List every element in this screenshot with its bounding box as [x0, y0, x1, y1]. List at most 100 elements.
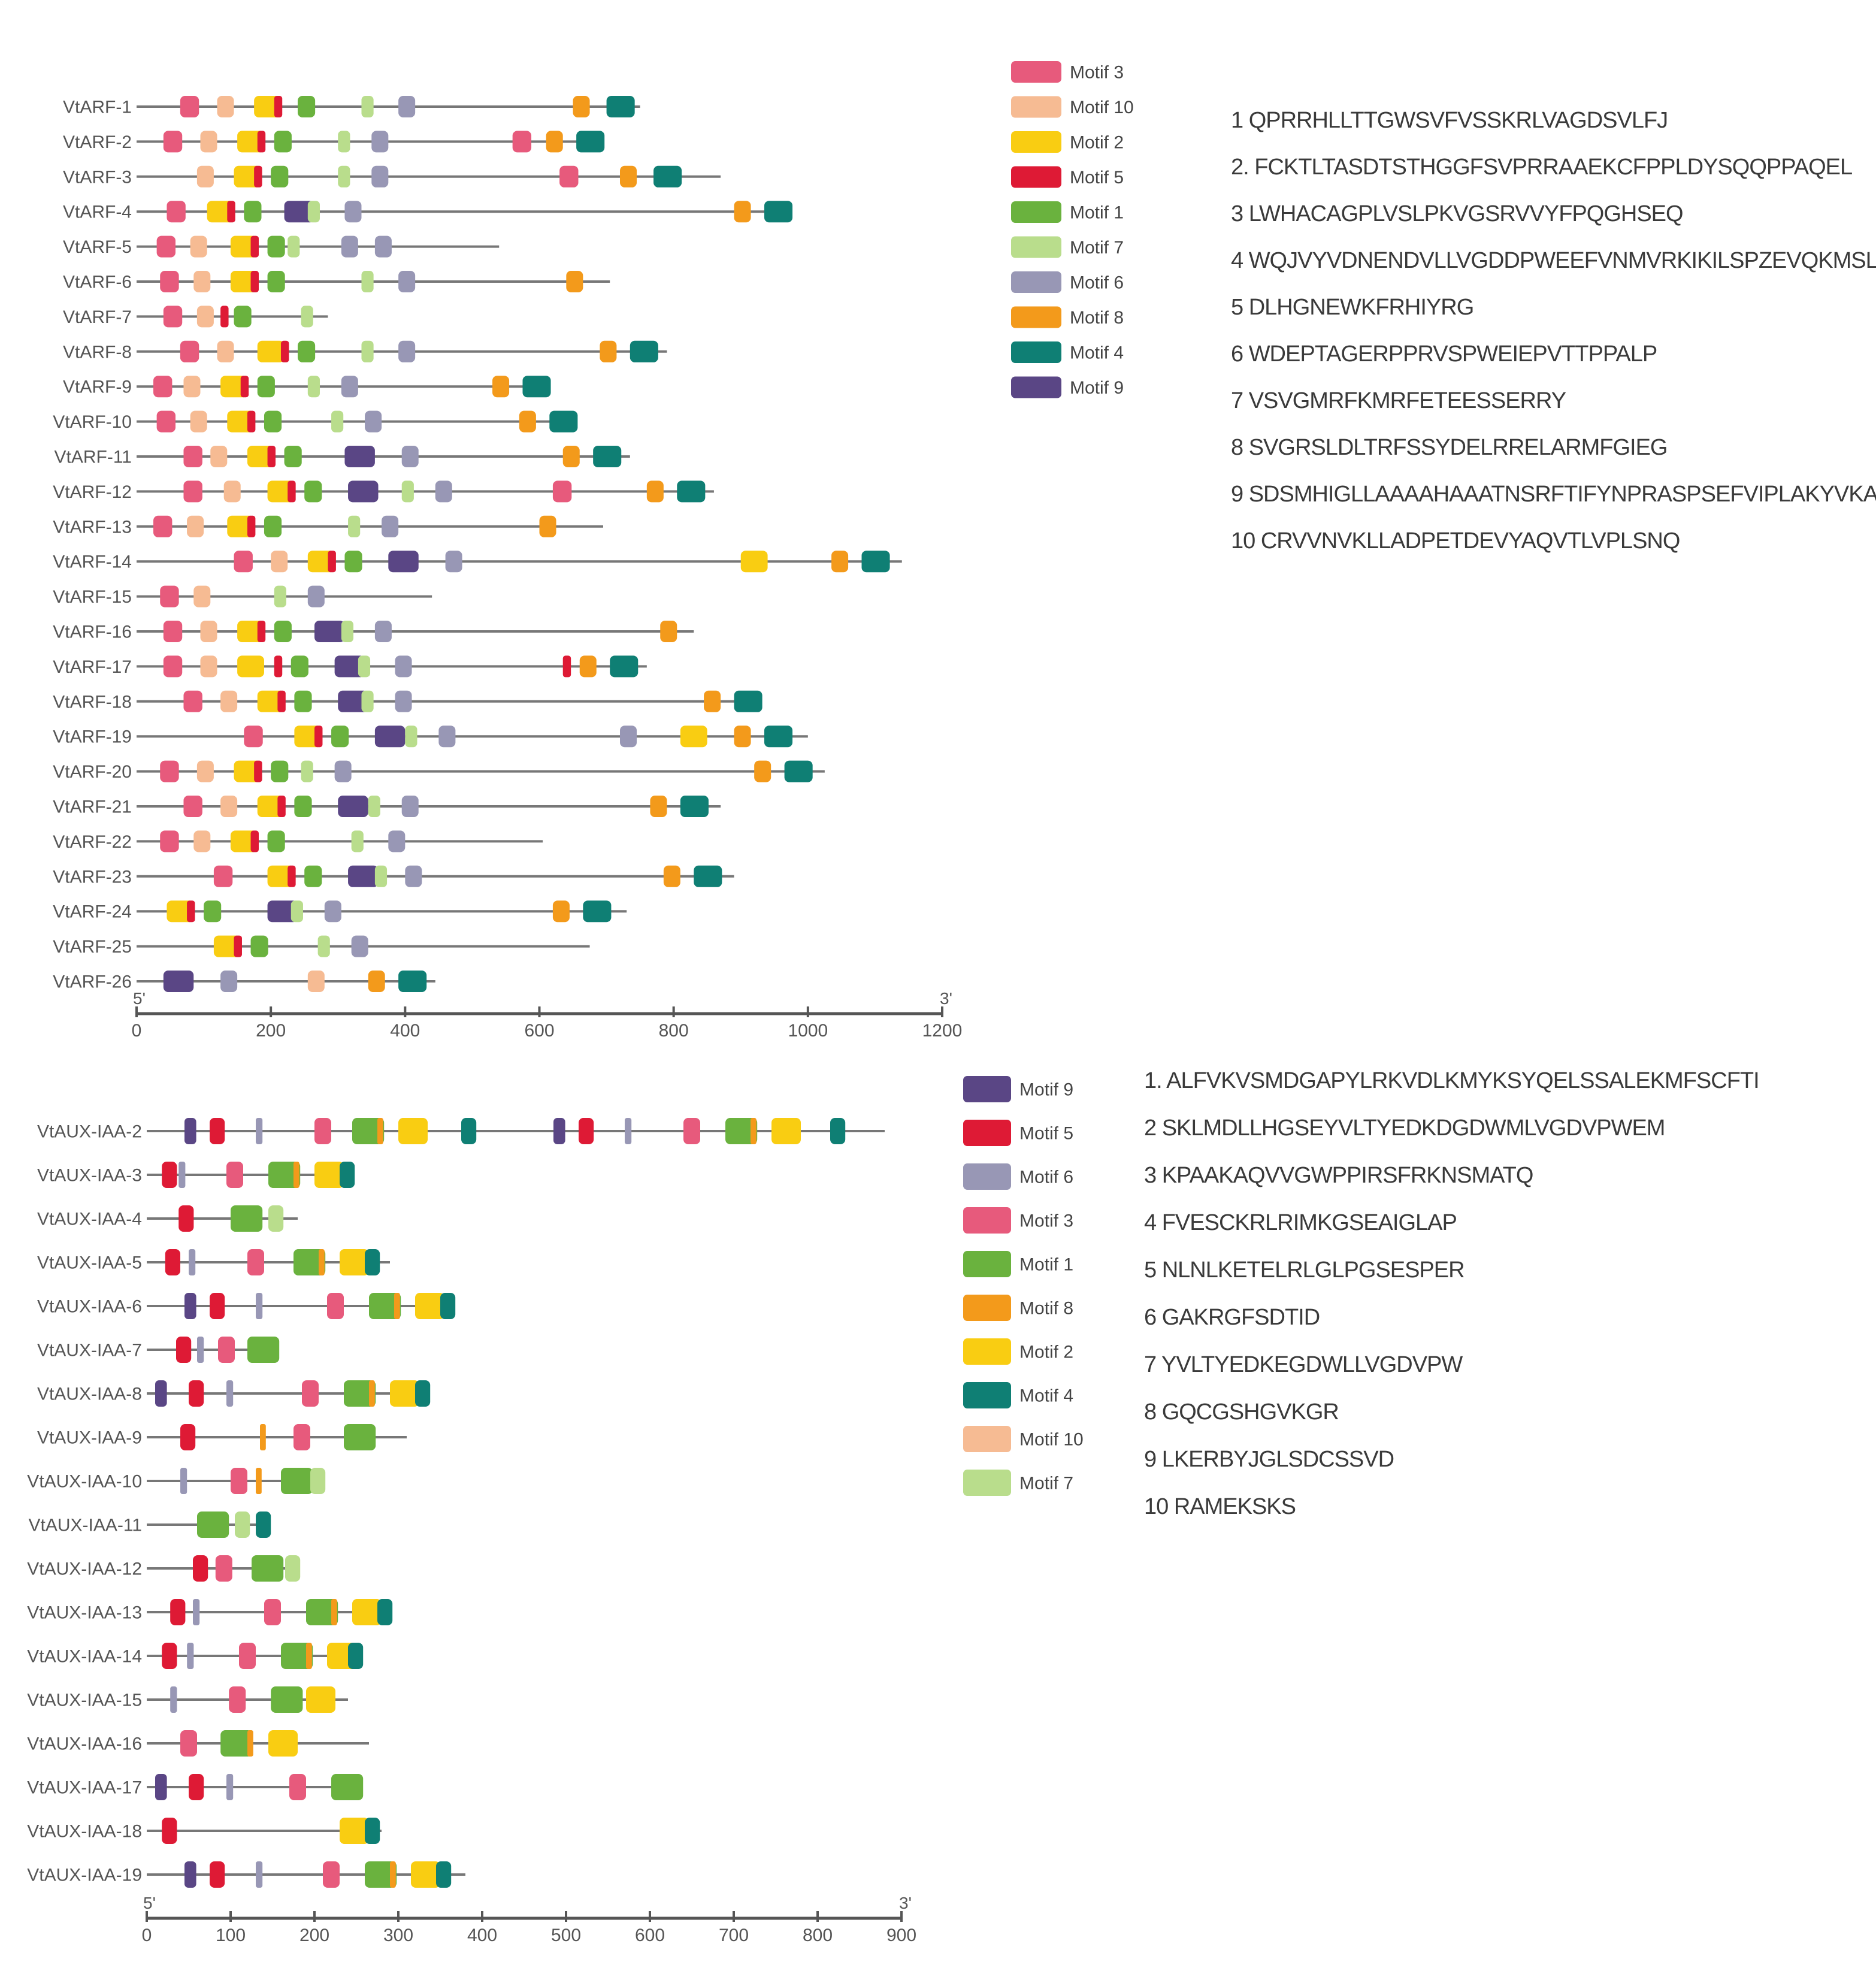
- gene-label: VtAUX-IAA-6: [37, 1297, 142, 1317]
- motif-4-box: [583, 900, 612, 923]
- motif-1-box: [267, 830, 285, 853]
- legend-swatch: [963, 1295, 1011, 1321]
- motif-5-box: [234, 935, 242, 957]
- gene-row: VtARF-16: [53, 621, 694, 642]
- motif-9-box: [284, 201, 315, 223]
- motif-9-box: [184, 1861, 196, 1888]
- motif-4-box: [340, 1162, 355, 1188]
- motif-8-box: [566, 271, 583, 292]
- motif-1-box: [271, 165, 289, 188]
- legend-label: Motif 2: [1019, 1343, 1073, 1362]
- legend-item: Motif 4: [963, 1382, 1073, 1408]
- motif-sequence-line: 6 WDEPTAGERPPRVSPWEIEPVTTPPALP: [1231, 341, 1657, 367]
- gene-label: VtARF-12: [53, 482, 132, 502]
- motif-1-box: [271, 760, 289, 782]
- legend-label: Motif 7: [1019, 1474, 1073, 1494]
- motif-3-box: [559, 165, 579, 188]
- motif-2-box: [411, 1861, 440, 1888]
- gene-label: VtARF-6: [63, 273, 132, 292]
- motif-5-box: [210, 1861, 225, 1888]
- motif-5-box: [257, 131, 266, 153]
- motif-6-box: [341, 235, 358, 258]
- motif-3-box: [183, 446, 202, 467]
- motif-3-box: [327, 1293, 344, 1319]
- motif-1-box: [264, 410, 282, 433]
- legend-item: Motif 8: [1011, 306, 1124, 328]
- motif-1-box: [274, 131, 292, 153]
- axis-tick-label: 900: [886, 1925, 916, 1945]
- motif-10-box: [200, 655, 217, 678]
- motif-8-box: [704, 690, 721, 712]
- motif-3-box: [239, 1643, 256, 1669]
- gene-label: VtARF-18: [53, 692, 132, 712]
- motif-sequence-line: 6 GAKRGFSDTID: [1144, 1305, 1320, 1330]
- motif-7-box: [361, 690, 374, 712]
- motif-1-box: [344, 551, 362, 573]
- legend-swatch: [963, 1470, 1011, 1496]
- motif-1-box: [298, 340, 316, 362]
- motif-8-box: [734, 725, 751, 748]
- motif-4-box: [440, 1293, 456, 1319]
- motif-4-box: [861, 551, 890, 573]
- gene-row: VtAUX-IAA-16: [27, 1730, 369, 1757]
- gene-row: VtAUX-IAA-2: [37, 1118, 885, 1144]
- axis-tick-label: 700: [719, 1925, 749, 1945]
- gene-row: VtAUX-IAA-8: [37, 1380, 431, 1407]
- motif-1-box: [304, 865, 322, 887]
- motif-5-box: [162, 1643, 177, 1669]
- motif-8-box: [734, 201, 751, 223]
- motif-10-box: [217, 96, 234, 117]
- gene-label: VtAUX-IAA-2: [37, 1122, 142, 1142]
- motif-1-box: [268, 1162, 301, 1188]
- motif-5-box: [162, 1162, 177, 1188]
- gene-label: VtAUX-IAA-19: [27, 1866, 142, 1885]
- motif-3-box: [167, 201, 186, 223]
- motif-8-box: [546, 131, 563, 153]
- motif-5-box: [189, 1774, 204, 1800]
- legend-swatch: [963, 1207, 1011, 1234]
- motif-3-box: [156, 410, 176, 433]
- legend-item: Motif 4: [1011, 341, 1124, 363]
- motif-9-box: [184, 1293, 196, 1319]
- gene-label: VtARF-9: [63, 377, 132, 397]
- motif-6-box: [382, 515, 399, 537]
- motif-10-box: [223, 480, 241, 503]
- motif-sequence-line: 10 CRVVNVKLLADPETDEVYAQVTLVPLSNQ: [1231, 528, 1680, 554]
- motif-7-box: [268, 1205, 284, 1232]
- legend-label: Motif 10: [1070, 98, 1134, 117]
- motif-10-box: [200, 131, 217, 153]
- legend-item: Motif 5: [1011, 166, 1124, 188]
- motif-10-box: [196, 306, 214, 328]
- gene-row: VtAUX-IAA-11: [28, 1511, 271, 1538]
- five-prime-label: 5': [143, 1894, 156, 1912]
- motif-3-box: [180, 96, 199, 117]
- motif-9-box: [338, 796, 368, 817]
- legend-item: Motif 1: [1011, 201, 1124, 223]
- gene-row: VtARF-12: [53, 480, 714, 503]
- motif-10-box: [220, 796, 238, 817]
- motif-1-box: [344, 1424, 376, 1450]
- gene-label: VtARF-5: [63, 237, 132, 257]
- motif-9-box: [155, 1774, 167, 1800]
- legend-item: Motif 1: [963, 1251, 1073, 1277]
- gene-label: VtARF-26: [53, 972, 132, 992]
- gene-label: VtARF-14: [53, 552, 132, 572]
- gene-row: VtARF-5: [63, 235, 500, 258]
- gene-row: VtAUX-IAA-12: [27, 1555, 301, 1582]
- motif-5-box: [579, 1118, 594, 1144]
- motif-5-box: [210, 1293, 225, 1319]
- axis-tick-label: 0: [142, 1925, 152, 1945]
- motif-8-box: [646, 480, 664, 503]
- gene-row: VtARF-17: [53, 655, 647, 678]
- legend-label: Motif 5: [1019, 1124, 1073, 1144]
- motif-5-box: [267, 446, 276, 467]
- motif-8-box: [573, 96, 590, 117]
- motif-7-box: [317, 935, 330, 957]
- motif-1-box: [267, 235, 285, 258]
- motif-5-box: [210, 1118, 225, 1144]
- gene-label: VtAUX-IAA-13: [27, 1603, 142, 1623]
- axis-tick-label: 800: [659, 1021, 689, 1041]
- motif-sequence-line: 2. FCKTLTASDTSTHGGFSVPRRAAEKCFPPLDYSQQPP…: [1231, 155, 1853, 180]
- motif-1-box: [252, 1555, 284, 1582]
- motif-10-box: [220, 690, 238, 712]
